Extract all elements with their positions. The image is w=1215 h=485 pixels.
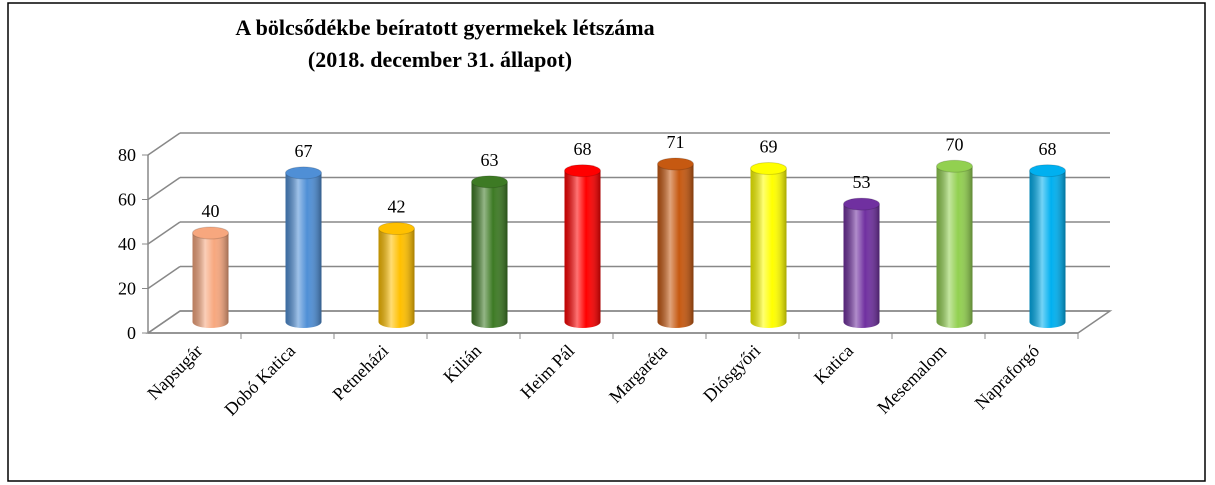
value-label: 69	[760, 137, 778, 157]
bar-shade	[564, 170, 601, 328]
grid-line	[147, 221, 181, 245]
value-label: 68	[1039, 139, 1057, 159]
value-label: 71	[667, 132, 685, 152]
bar-top	[750, 161, 787, 175]
bar-shade	[285, 172, 322, 328]
x-tick-label: Kilián	[439, 341, 485, 387]
bar-top	[285, 166, 322, 180]
value-label: 42	[388, 197, 406, 217]
x-tick-label: Dobó Katica	[220, 341, 299, 420]
y-tick-label: 60	[118, 190, 136, 210]
value-label: 70	[946, 134, 964, 154]
chart-title: A bölcsődékbe beíratott gyermekek létszá…	[235, 15, 654, 40]
bar-top	[471, 175, 508, 189]
value-label: 40	[202, 201, 220, 221]
bar-shade	[1029, 170, 1066, 328]
value-label: 68	[574, 139, 592, 159]
bar	[192, 226, 229, 328]
bar-shade	[843, 204, 880, 328]
bar-shade	[378, 228, 415, 328]
value-label: 63	[481, 150, 499, 170]
value-label: 53	[853, 172, 871, 192]
grid-line	[147, 310, 181, 334]
bar	[936, 159, 973, 328]
y-tick-label: 0	[127, 323, 136, 343]
bar	[843, 197, 880, 328]
y-tick-label: 20	[118, 279, 136, 299]
chart-subtitle: (2018. december 31. állapot)	[308, 47, 572, 72]
bar-shade	[192, 233, 229, 328]
bar-top	[192, 226, 229, 240]
bar-top	[1029, 164, 1066, 178]
bar	[657, 157, 694, 328]
y-tick-label: 80	[118, 145, 136, 165]
bar-shade	[936, 166, 973, 328]
x-tick-label: Katica	[810, 341, 857, 388]
value-label: 67	[295, 141, 313, 161]
grid-line	[147, 132, 181, 156]
bar-top	[564, 164, 601, 178]
x-tick-label: Heim Pál	[516, 341, 578, 403]
bar-shade	[471, 181, 508, 328]
bar	[471, 175, 508, 328]
x-tick-label: Petneházi	[329, 341, 393, 405]
bar	[285, 166, 322, 328]
grid-line	[147, 176, 181, 201]
x-tick-label: Margaréta	[605, 341, 671, 407]
bar-top	[843, 197, 880, 211]
bar	[1029, 164, 1066, 328]
bar	[378, 222, 415, 328]
bar-shade	[657, 164, 694, 328]
frame	[7, 2, 1206, 482]
bar	[750, 161, 787, 328]
bar-shade	[750, 168, 787, 328]
x-tick-label: Napsugár	[143, 341, 206, 404]
grid-line	[147, 265, 181, 290]
bar-top	[657, 157, 694, 171]
bar	[564, 164, 601, 328]
x-tick-label: Napraforgó	[971, 341, 1044, 414]
x-tick-label: Diósgyőri	[699, 341, 764, 406]
bar-top	[936, 159, 973, 173]
y-tick-label: 40	[118, 234, 136, 254]
x-tick-label: Mesemalom	[873, 341, 950, 418]
bar-top	[378, 222, 415, 236]
